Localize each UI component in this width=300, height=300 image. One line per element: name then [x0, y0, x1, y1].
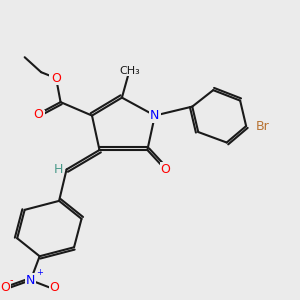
FancyBboxPatch shape: [254, 121, 271, 131]
Text: N: N: [150, 109, 160, 122]
Text: O: O: [0, 281, 10, 294]
Text: Br: Br: [256, 120, 269, 133]
FancyBboxPatch shape: [52, 165, 64, 174]
Text: O: O: [51, 72, 61, 85]
Text: N: N: [26, 274, 35, 287]
Text: O: O: [160, 163, 170, 176]
Text: H: H: [53, 163, 63, 176]
Text: +: +: [36, 268, 43, 277]
Text: O: O: [50, 281, 59, 294]
Text: -: -: [10, 275, 14, 285]
FancyBboxPatch shape: [49, 283, 60, 292]
Text: O: O: [33, 108, 43, 121]
FancyBboxPatch shape: [122, 66, 137, 75]
FancyBboxPatch shape: [0, 283, 11, 292]
Text: CH₃: CH₃: [119, 66, 140, 76]
FancyBboxPatch shape: [25, 276, 36, 285]
FancyBboxPatch shape: [149, 111, 160, 120]
FancyBboxPatch shape: [160, 165, 171, 174]
FancyBboxPatch shape: [32, 110, 45, 118]
FancyBboxPatch shape: [50, 74, 63, 83]
